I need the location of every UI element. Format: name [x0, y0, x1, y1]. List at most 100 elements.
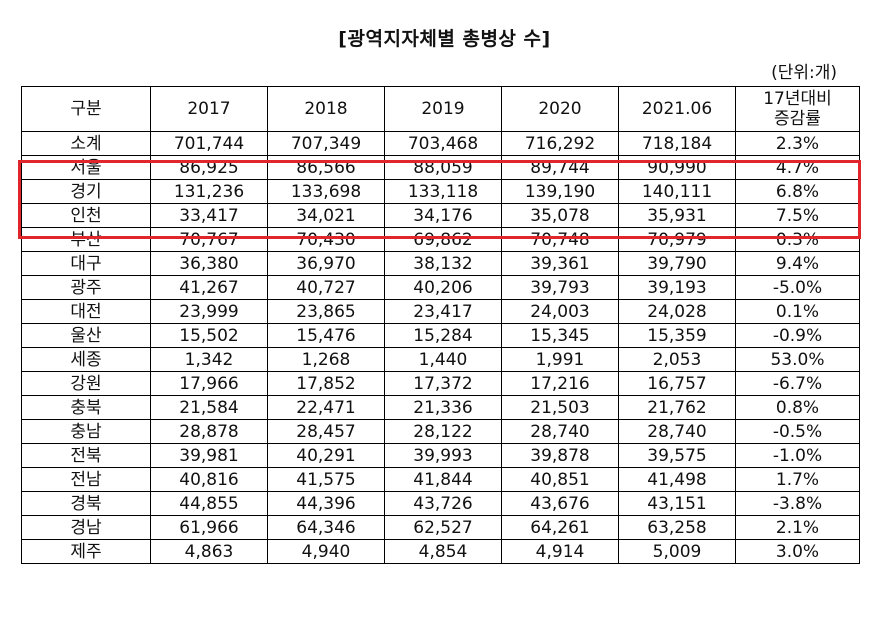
- row-value: 36,380: [150, 251, 268, 276]
- row-value: 41,844: [384, 467, 502, 492]
- row-region: 경북: [21, 491, 151, 516]
- row-value: 35,078: [501, 203, 619, 228]
- row-value: 17,852: [267, 371, 385, 396]
- row-growth: 53.0%: [735, 347, 860, 372]
- unit-label: (단위:개): [771, 63, 837, 83]
- row-value: 41,267: [150, 275, 268, 300]
- header-growth-line1: 17년대비: [763, 89, 832, 109]
- row-value: 23,999: [150, 299, 268, 324]
- row-region: 세종: [21, 347, 151, 372]
- row-value: 40,291: [267, 443, 385, 468]
- row-value: 43,151: [618, 491, 736, 516]
- row-value: 17,372: [384, 371, 502, 396]
- table-row: 제주 4,863 4,940 4,854 4,914 5,009 3.0%: [21, 539, 860, 564]
- row-value: 21,762: [618, 395, 736, 420]
- row-region: 경남: [21, 515, 151, 540]
- row-value: 70,767: [150, 227, 268, 252]
- row-value: 4,914: [501, 539, 619, 564]
- header-year: 2019: [384, 86, 502, 132]
- row-value: 33,417: [150, 203, 268, 228]
- row-region: 소계: [21, 131, 151, 156]
- row-value: 39,793: [501, 275, 619, 300]
- row-value: 1,991: [501, 347, 619, 372]
- table-header: 구분 2017 2018 2019 2020 2021.06 17년대비 증감률: [21, 86, 860, 132]
- row-value: 88,059: [384, 155, 502, 180]
- row-value: 15,476: [267, 323, 385, 348]
- table-row: 서울 86,925 86,566 88,059 89,744 90,990 4.7%: [21, 155, 860, 180]
- table-row: 세종 1,342 1,268 1,440 1,991 2,053 53.0%: [21, 347, 860, 372]
- row-value: 133,698: [267, 179, 385, 204]
- row-value: 86,925: [150, 155, 268, 180]
- row-value: 21,503: [501, 395, 619, 420]
- row-value: 39,993: [384, 443, 502, 468]
- row-value: 15,359: [618, 323, 736, 348]
- row-value: 131,236: [150, 179, 268, 204]
- beds-table: 구분 2017 2018 2019 2020 2021.06 17년대비 증감률…: [21, 86, 860, 564]
- row-value: 40,816: [150, 467, 268, 492]
- row-growth: 2.3%: [735, 131, 860, 156]
- row-value: 16,757: [618, 371, 736, 396]
- row-region: 전남: [21, 467, 151, 492]
- table-row: 경북 44,855 44,396 43,726 43,676 43,151 -3.8%: [21, 491, 860, 516]
- table-row: 강원 17,966 17,852 17,372 17,216 16,757 -6.7%: [21, 371, 860, 396]
- row-value: 28,878: [150, 419, 268, 444]
- row-value: 38,132: [384, 251, 502, 276]
- row-value: 28,122: [384, 419, 502, 444]
- row-growth: 0.8%: [735, 395, 860, 420]
- row-value: 28,740: [501, 419, 619, 444]
- row-region: 충남: [21, 419, 151, 444]
- row-region: 인천: [21, 203, 151, 228]
- row-region: 경기: [21, 179, 151, 204]
- row-value: 23,417: [384, 299, 502, 324]
- table-row: 충북 21,584 22,471 21,336 21,503 21,762 0.8%: [21, 395, 860, 420]
- header-year: 2021.06: [618, 86, 736, 132]
- row-region: 대구: [21, 251, 151, 276]
- row-value: 139,190: [501, 179, 619, 204]
- table-row: 울산 15,502 15,476 15,284 15,345 15,359 -0.9%: [21, 323, 860, 348]
- row-value: 64,261: [501, 515, 619, 540]
- row-growth: 9.4%: [735, 251, 860, 276]
- row-value: 35,931: [618, 203, 736, 228]
- table-row: 전북 39,981 40,291 39,993 39,878 39,575 -1.0%: [21, 443, 860, 468]
- row-value: 15,345: [501, 323, 619, 348]
- row-value: 15,284: [384, 323, 502, 348]
- row-value: 70,979: [618, 227, 736, 252]
- row-value: 41,575: [267, 467, 385, 492]
- row-value: 44,396: [267, 491, 385, 516]
- row-value: 39,575: [618, 443, 736, 468]
- table-row: 경남 61,966 64,346 62,527 64,261 63,258 2.1%: [21, 515, 860, 540]
- row-value: 41,498: [618, 467, 736, 492]
- table-row: 대구 36,380 36,970 38,132 39,361 39,790 9.4%: [21, 251, 860, 276]
- row-value: 4,854: [384, 539, 502, 564]
- row-value: 716,292: [501, 131, 619, 156]
- row-value: 2,053: [618, 347, 736, 372]
- row-value: 24,003: [501, 299, 619, 324]
- row-growth: 1.7%: [735, 467, 860, 492]
- row-value: 36,970: [267, 251, 385, 276]
- header-growth: 17년대비 증감률: [735, 86, 860, 132]
- row-value: 1,440: [384, 347, 502, 372]
- header-year: 2018: [267, 86, 385, 132]
- row-value: 39,361: [501, 251, 619, 276]
- table-body: 소계 701,744 707,349 703,468 716,292 718,184 2.3…: [21, 131, 860, 564]
- row-value: 39,981: [150, 443, 268, 468]
- row-value: 1,342: [150, 347, 268, 372]
- row-value: 707,349: [267, 131, 385, 156]
- table-row: 광주 41,267 40,727 40,206 39,793 39,193 -5.0%: [21, 275, 860, 300]
- row-value: 718,184: [618, 131, 736, 156]
- row-growth: 7.5%: [735, 203, 860, 228]
- header-year: 2017: [150, 86, 268, 132]
- row-value: 62,527: [384, 515, 502, 540]
- row-value: 28,740: [618, 419, 736, 444]
- row-value: 701,744: [150, 131, 268, 156]
- row-value: 34,021: [267, 203, 385, 228]
- row-growth: -6.7%: [735, 371, 860, 396]
- row-value: 24,028: [618, 299, 736, 324]
- table-row: 대전 23,999 23,865 23,417 24,003 24,028 0.1%: [21, 299, 860, 324]
- row-value: 69,862: [384, 227, 502, 252]
- row-value: 28,457: [267, 419, 385, 444]
- row-value: 40,206: [384, 275, 502, 300]
- row-value: 21,336: [384, 395, 502, 420]
- row-region: 대전: [21, 299, 151, 324]
- row-value: 5,009: [618, 539, 736, 564]
